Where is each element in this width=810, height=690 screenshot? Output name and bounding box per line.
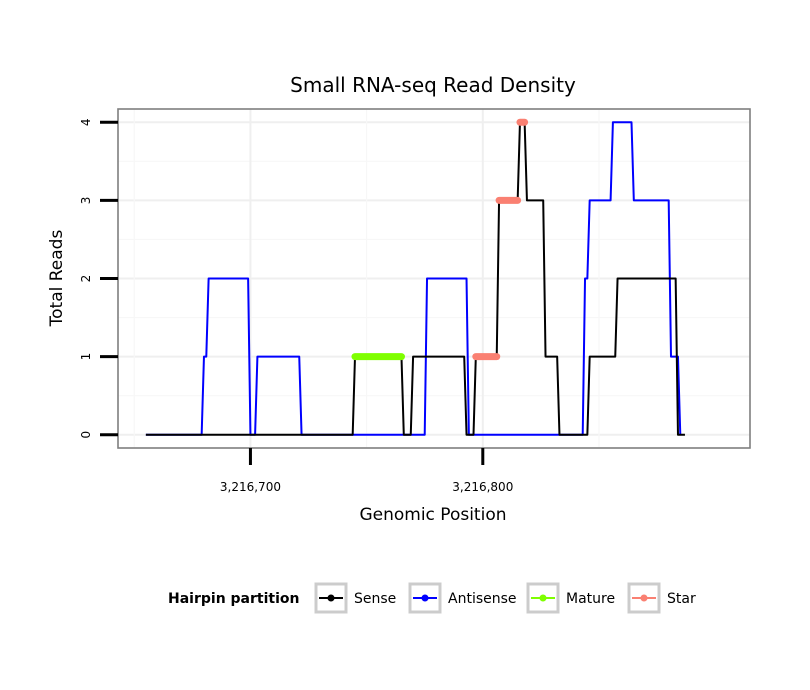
legend-title: Hairpin partition bbox=[168, 591, 299, 607]
data-series bbox=[145, 118, 685, 436]
y-axis-tick-label: 1 bbox=[79, 353, 93, 361]
legend-marker-star bbox=[640, 594, 648, 602]
legend-marker-mature bbox=[539, 594, 547, 602]
x-axis: 3,216,700 3,216,800 bbox=[220, 448, 513, 494]
legend-marker-sense bbox=[327, 594, 335, 602]
y-axis: 0 1 2 3 4 bbox=[79, 118, 118, 439]
legend-marker-antisense bbox=[421, 594, 429, 602]
x-axis-title: Genomic Position bbox=[359, 505, 506, 525]
y-axis-tick-label: 3 bbox=[79, 197, 93, 205]
y-axis-tick-label: 4 bbox=[79, 118, 93, 126]
legend: Hairpin partition Sense Antisense Mature St… bbox=[168, 582, 696, 614]
chart-title: Small RNA-seq Read Density bbox=[290, 73, 576, 97]
series-line-sense bbox=[145, 121, 685, 436]
x-axis-tick-label: 3,216,800 bbox=[452, 480, 513, 494]
legend-label-sense: Sense bbox=[354, 591, 396, 607]
y-axis-tick-label: 2 bbox=[79, 275, 93, 283]
legend-label-star: Star bbox=[667, 591, 696, 607]
y-axis-title: Total Reads bbox=[47, 230, 67, 328]
legend-label-mature: Mature bbox=[566, 591, 615, 607]
legend-items: Sense Antisense Mature Star bbox=[314, 582, 696, 614]
x-axis-tick-label: 3,216,700 bbox=[220, 480, 281, 494]
legend-label-antisense: Antisense bbox=[448, 591, 517, 607]
y-axis-tick-label: 0 bbox=[79, 431, 93, 439]
plot-area bbox=[117, 108, 751, 449]
